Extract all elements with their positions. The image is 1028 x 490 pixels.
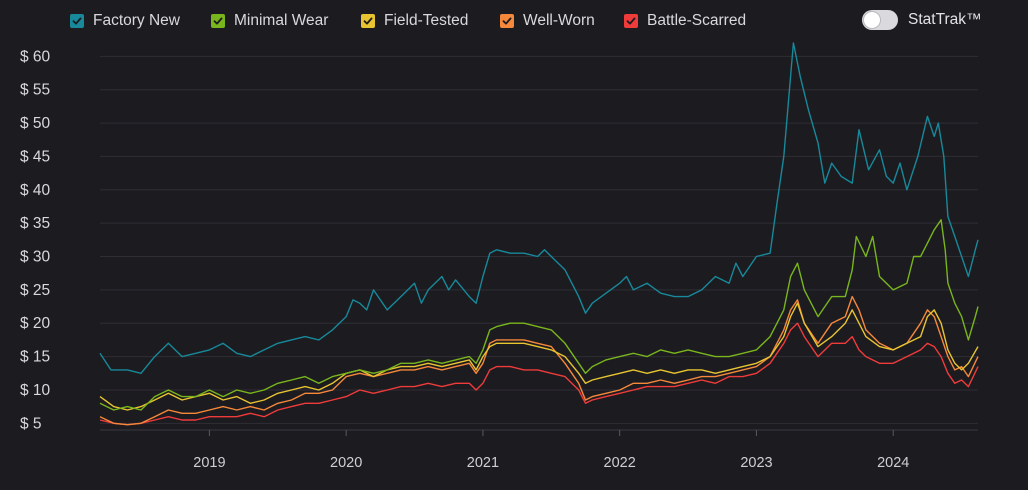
y-tick-label: $ 25	[20, 282, 50, 299]
y-tick-label: $ 20	[20, 315, 51, 332]
series-line-well-worn	[99, 295, 979, 426]
checkbox-checked-icon[interactable]	[70, 14, 84, 28]
legend-item-battle-scarred[interactable]: Battle-Scarred	[624, 12, 746, 30]
legend-label: Battle-Scarred	[647, 12, 747, 29]
y-tick-label: $ 50	[20, 115, 51, 132]
legend: Factory New Minimal Wear Field-Tested We…	[0, 0, 1028, 44]
checkbox-checked-icon[interactable]	[361, 14, 375, 28]
y-tick-label: $ 15	[20, 349, 50, 366]
grid	[100, 55, 978, 431]
checkbox-checked-icon[interactable]	[500, 14, 514, 28]
legend-label: Well-Worn	[523, 12, 595, 29]
checkbox-checked-icon[interactable]	[211, 14, 225, 28]
series-line-factory-new	[99, 42, 979, 374]
series-line-minimal-wear	[99, 219, 979, 411]
x-tick-label: 2019	[193, 455, 225, 471]
toggle-knob	[864, 12, 880, 28]
legend-label: Minimal Wear	[234, 12, 329, 29]
x-tick-label: 2022	[604, 455, 636, 471]
y-tick-label: $ 60	[20, 48, 51, 65]
stattrak-toggle[interactable]: StatTrak™	[862, 10, 982, 30]
series-lines	[99, 42, 979, 426]
y-tick-label: $ 45	[20, 148, 50, 165]
y-tick-label: $ 40	[20, 182, 51, 199]
series-line-field-tested	[99, 302, 979, 411]
legend-item-field-tested[interactable]: Field-Tested	[361, 12, 468, 30]
y-tick-label: $ 30	[20, 249, 51, 266]
legend-item-minimal-wear[interactable]: Minimal Wear	[211, 12, 328, 30]
x-tick-label: 2020	[330, 455, 362, 471]
y-tick-label: $ 55	[20, 82, 50, 99]
stattrak-label: StatTrak™	[908, 11, 982, 28]
y-axis: $ 5 $ 10 $ 15 $ 20 $ 25 $ 30 $ 35 $ 40 $ 45 $ 50 $…	[20, 48, 51, 432]
legend-item-well-worn[interactable]: Well-Worn	[500, 12, 595, 30]
legend-label: Field-Tested	[384, 12, 469, 29]
y-tick-label: $ 5	[20, 415, 42, 432]
x-axis: 2019 2020 2021 2022 2023 2024	[193, 430, 909, 471]
checkbox-checked-icon[interactable]	[624, 14, 638, 28]
series-line-battle-scarred	[99, 322, 979, 426]
toggle-switch[interactable]	[862, 10, 898, 30]
legend-item-factory-new[interactable]: Factory New	[70, 12, 180, 30]
y-tick-label: $ 35	[20, 215, 50, 232]
legend-label: Factory New	[93, 12, 180, 29]
x-tick-label: 2024	[877, 455, 909, 471]
x-tick-label: 2021	[467, 455, 499, 471]
y-tick-label: $ 10	[20, 382, 51, 399]
x-tick-label: 2023	[740, 455, 772, 471]
